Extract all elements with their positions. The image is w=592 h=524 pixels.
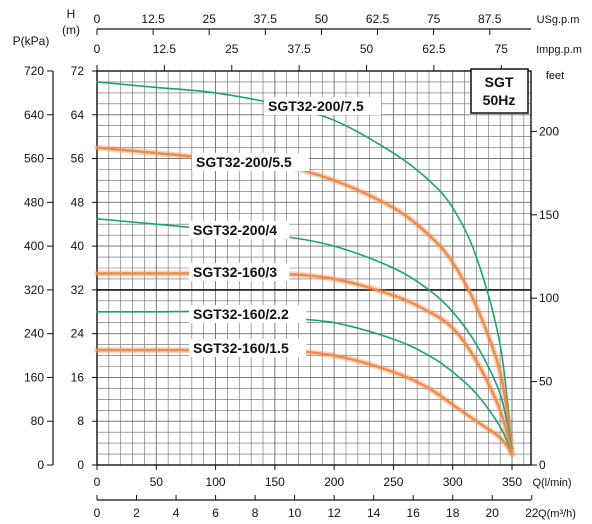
pressure-tick-label: 160 <box>24 370 44 384</box>
pressure-tick-label: 80 <box>31 414 45 428</box>
q-m3h-tick-label: 10 <box>288 506 302 520</box>
feet-tick-label: 100 <box>539 291 559 305</box>
imp-gpm-tick-label: 12.5 <box>153 42 177 56</box>
pressure-tick-label: 640 <box>24 108 44 122</box>
q-m3h-tick-label: 2 <box>133 506 140 520</box>
curve-label: SGT32-200/7.5 <box>268 98 364 114</box>
imp-gpm-tick-label: 62.5 <box>422 42 446 56</box>
q-m3h-tick-label: 20 <box>486 506 500 520</box>
feet-axis-label: feet <box>546 70 564 82</box>
plot-grid <box>96 70 531 466</box>
feet-tick-label: 150 <box>539 208 559 222</box>
curve-label-background <box>264 97 382 115</box>
imp-gpm-axis-label: Impg.p.m <box>536 44 582 56</box>
us-gpm-tick-label: 50 <box>315 12 329 26</box>
pump-curve-line <box>96 81 513 450</box>
pressure-axis-title: P(kPa) <box>13 34 50 48</box>
feet-tick-label: 200 <box>539 124 559 138</box>
head-tick-label: 8 <box>77 414 84 428</box>
q-m3h-tick-label: 12 <box>327 506 341 520</box>
curve-label: SGT32-160/2.2 <box>193 306 289 322</box>
q-m3h-axis-label: Q(m³/h) <box>538 508 576 520</box>
q-lmin-tick-label: 350 <box>502 475 522 489</box>
head-tick-label: 16 <box>71 370 85 384</box>
head-tick-label: 24 <box>71 327 85 341</box>
imp-gpm-tick-label: 50 <box>360 42 374 56</box>
q-lmin-tick-label: 250 <box>383 475 403 489</box>
imp-gpm-tick-label: 37.5 <box>287 42 311 56</box>
chart-axes <box>47 28 537 501</box>
q-lmin-tick-label: 100 <box>206 475 226 489</box>
head-tick-label: 32 <box>71 283 85 297</box>
head-axis-title: H <box>67 7 76 21</box>
feet-tick-label: 50 <box>539 375 553 389</box>
q-m3h-tick-label: 4 <box>173 506 180 520</box>
pump-curves: SGT32-200/7.5 SGT32-200/5.5 SGT32-200/4 SGT… <box>94 81 515 458</box>
pressure-tick-label: 560 <box>24 152 44 166</box>
curve-label-background <box>189 305 307 323</box>
q-m3h-tick-label: 22 <box>525 506 539 520</box>
q-m3h-tick-label: 18 <box>446 506 460 520</box>
us-gpm-axis-label: USg.p.m <box>537 14 580 26</box>
head-tick-label: 0 <box>77 458 84 472</box>
us-gpm-tick-label: 12.5 <box>141 12 165 26</box>
imp-gpm-tick-label: 25 <box>225 42 239 56</box>
us-gpm-tick-label: 37.5 <box>254 12 278 26</box>
curve-label: SGT32-160/1.5 <box>193 340 289 356</box>
pressure-tick-label: 480 <box>24 195 44 209</box>
badge-model-text: SGT <box>485 74 514 90</box>
us-gpm-tick-label: 62.5 <box>366 12 390 26</box>
pressure-tick-label: 720 <box>24 64 44 78</box>
curve-label-background <box>189 339 307 357</box>
us-gpm-tick-label: 87.5 <box>478 12 502 26</box>
pressure-tick-label: 320 <box>24 283 44 297</box>
feet-tick-label: 0 <box>539 458 546 472</box>
head-tick-label: 72 <box>71 64 85 78</box>
curve-label-background <box>192 153 310 171</box>
plot-frame <box>96 70 532 466</box>
q-m3h-tick-label: 6 <box>212 506 219 520</box>
q-lmin-tick-label: 200 <box>324 475 344 489</box>
head-tick-label: 40 <box>71 239 85 253</box>
head-tick-label: 64 <box>71 108 85 122</box>
q-m3h-tick-label: 16 <box>407 506 421 520</box>
q-lmin-tick-label: 50 <box>150 475 164 489</box>
pressure-tick-label: 240 <box>24 327 44 341</box>
us-gpm-tick-label: 75 <box>427 12 441 26</box>
curve-label: SGT32-160/3 <box>193 264 277 280</box>
q-m3h-tick-label: 0 <box>94 506 101 520</box>
us-gpm-tick-label: 0 <box>94 12 101 26</box>
curve-label-background <box>189 221 290 239</box>
q-lmin-tick-label: 0 <box>94 475 101 489</box>
head-tick-label: 56 <box>71 152 85 166</box>
pressure-tick-label: 0 <box>37 458 44 472</box>
imp-gpm-tick-label: 0 <box>94 42 101 56</box>
us-gpm-tick-label: 25 <box>203 12 217 26</box>
q-lmin-tick-label: 300 <box>443 475 463 489</box>
q-m3h-tick-label: 8 <box>252 506 259 520</box>
model-badge: SGT 50Hz <box>470 68 529 114</box>
q-lmin-axis-label: Q(l/min) <box>532 477 571 489</box>
pressure-tick-label: 400 <box>24 239 44 253</box>
curve-label: SGT32-200/5.5 <box>196 154 292 170</box>
q-lmin-tick-label: 150 <box>265 475 285 489</box>
q-m3h-tick-label: 14 <box>367 506 381 520</box>
imp-gpm-tick-label: 75 <box>495 42 509 56</box>
curve-label: SGT32-200/4 <box>193 222 277 238</box>
badge-frequency-text: 50Hz <box>483 92 516 108</box>
axis-labels: 0 50 100 150 200 250 300 350 Q(l/min)0 2 4 6 8 10 12 14… <box>13 7 582 520</box>
curve-label-background <box>189 263 290 281</box>
head-tick-label: 48 <box>71 195 85 209</box>
head-axis-unit: (m) <box>62 23 80 37</box>
